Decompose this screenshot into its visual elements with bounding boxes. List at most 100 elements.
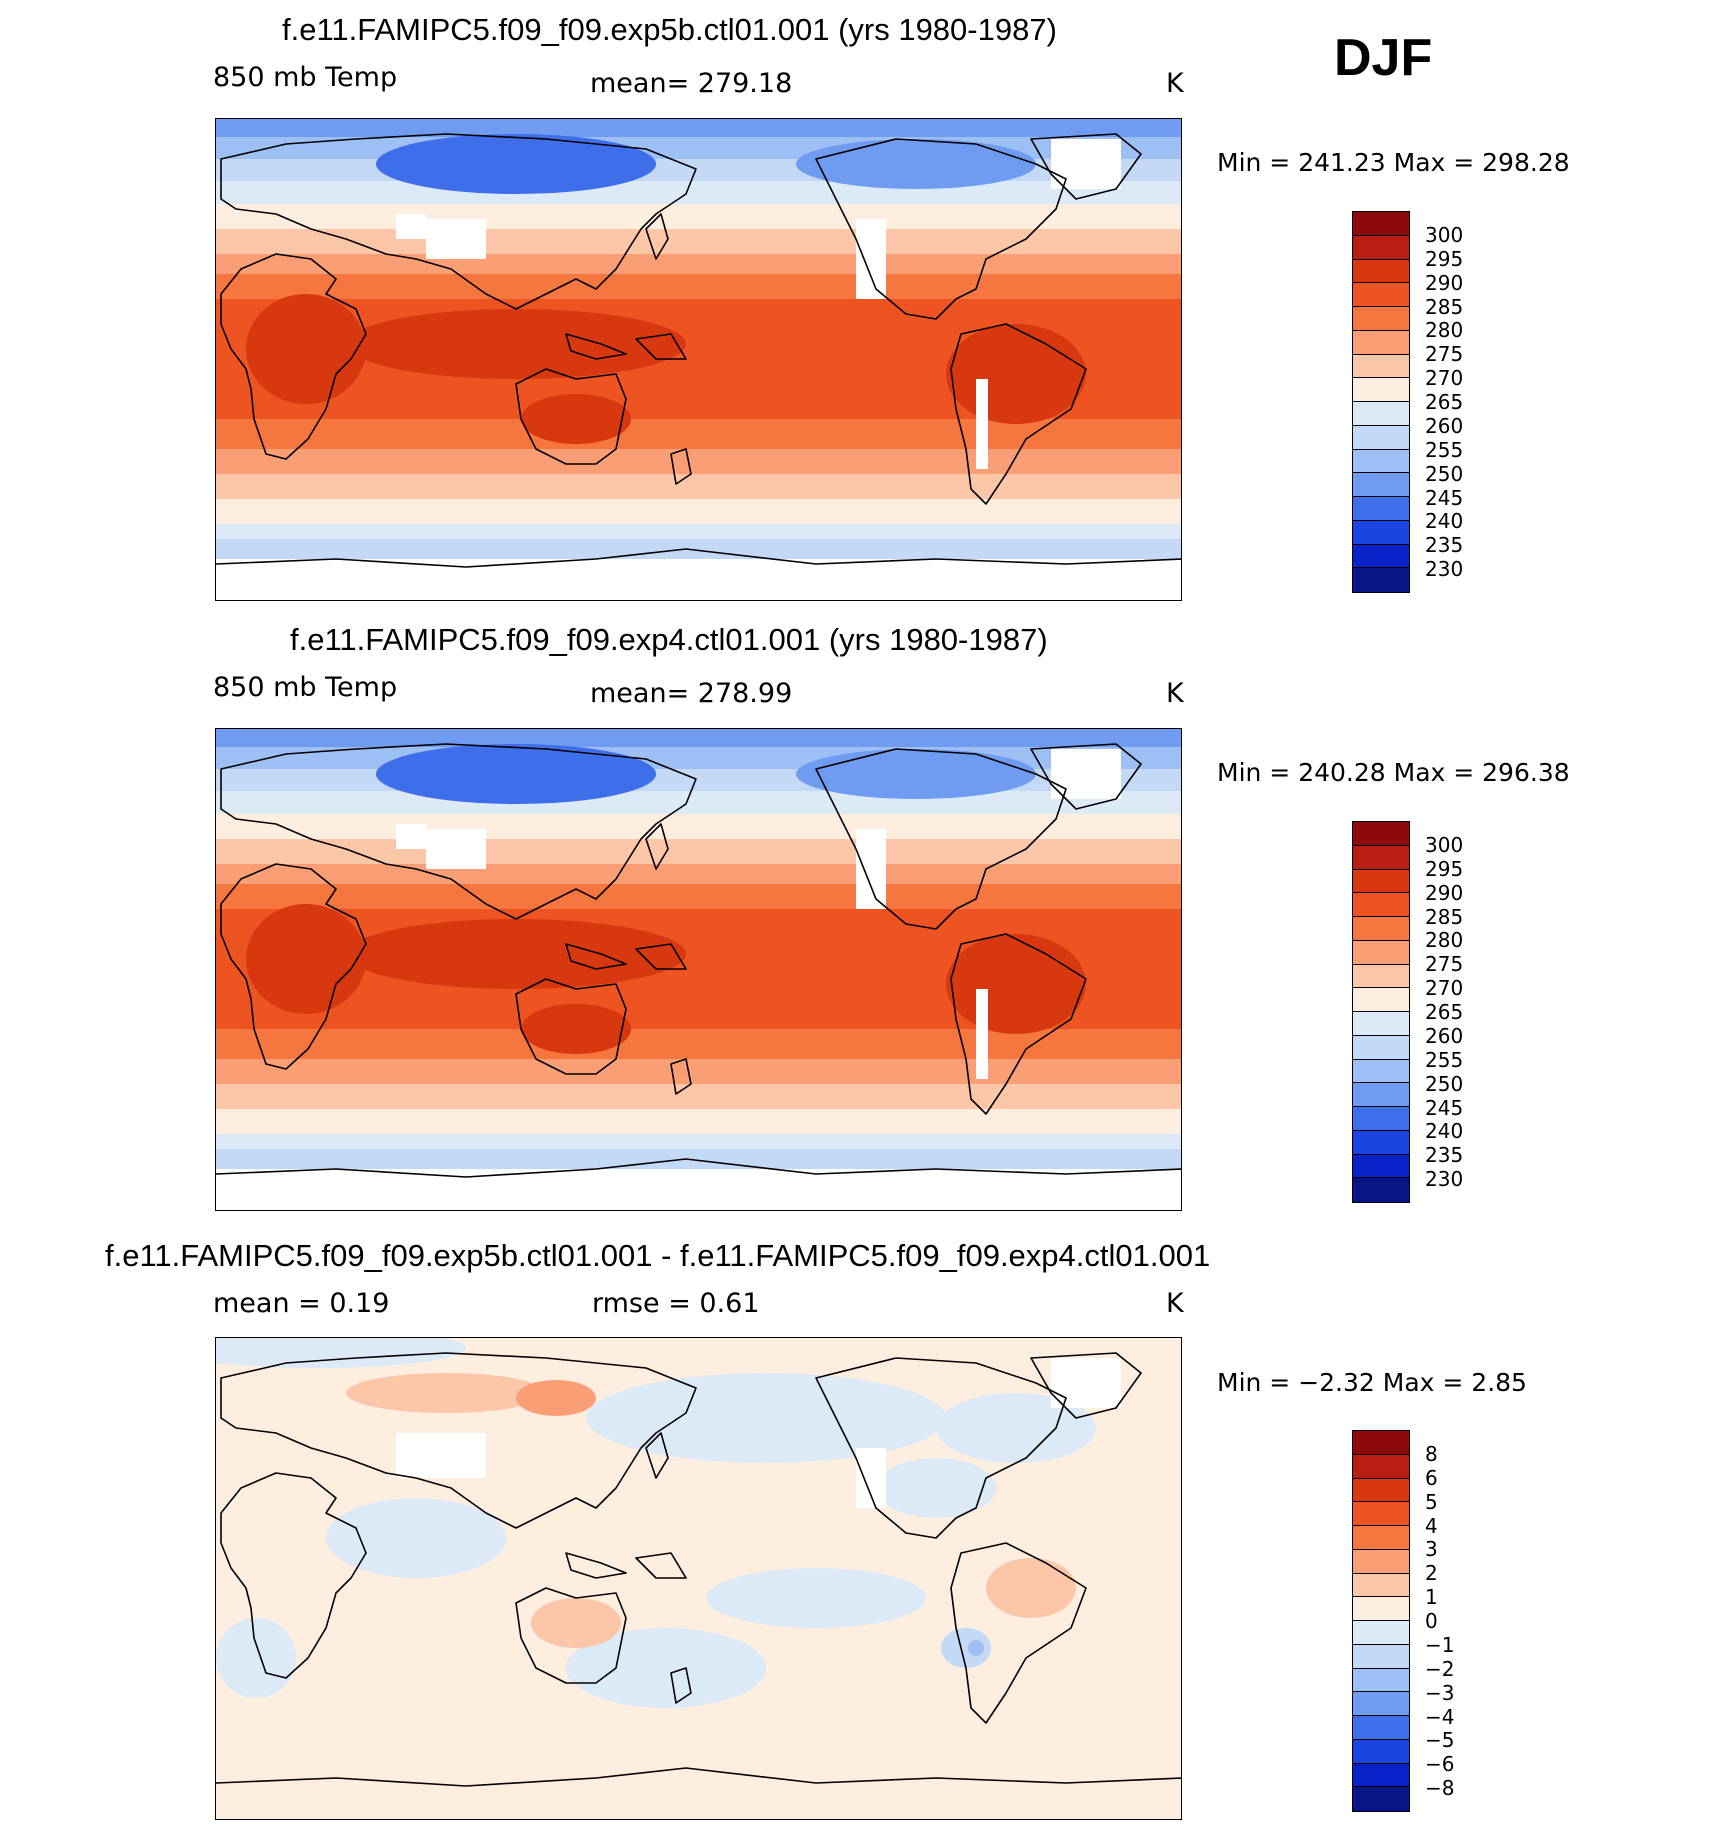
colorbar-swatch <box>1353 497 1409 521</box>
colorbar-swatch <box>1353 1787 1409 1811</box>
panel-3-rmse-label: rmse = 0.61 <box>592 1288 760 1319</box>
colorbar-swatch <box>1353 378 1409 402</box>
colorbar-swatch <box>1353 520 1409 545</box>
panel-3-title: f.e11.FAMIPC5.f09_f09.exp5b.ctl01.001 - … <box>105 1238 1211 1273</box>
colorbar-tick-label: 290 <box>1425 880 1464 905</box>
colorbar-tick-label: 300 <box>1425 222 1464 247</box>
colorbar-tick-label: −6 <box>1425 1752 1455 1777</box>
colorbar-tick-label: −2 <box>1425 1656 1455 1681</box>
colorbar-swatch <box>1353 1130 1409 1155</box>
panel-1-colorbar <box>1352 211 1410 593</box>
colorbar-swatch <box>1353 449 1409 474</box>
colorbar-swatch <box>1353 330 1409 355</box>
colorbar-swatch <box>1353 1597 1409 1621</box>
colorbar-swatch <box>1353 544 1409 569</box>
colorbar-swatch <box>1353 259 1409 284</box>
colorbar-tick-label: 260 <box>1425 413 1464 438</box>
colorbar-tick-label: 265 <box>1425 1000 1464 1024</box>
colorbar-swatch <box>1353 964 1409 989</box>
colorbar-tick-label: 285 <box>1425 904 1464 929</box>
colorbar-tick-label: 245 <box>1425 485 1464 510</box>
colorbar-swatch <box>1353 354 1409 379</box>
panel-3-mean-label: mean = 0.19 <box>213 1288 390 1319</box>
colorbar-swatch <box>1353 283 1409 307</box>
colorbar-swatch <box>1353 1644 1409 1669</box>
colorbar-tick-label: 5 <box>1425 1489 1438 1514</box>
colorbar-tick-label: −8 <box>1425 1776 1455 1801</box>
colorbar-tick-label: 290 <box>1425 270 1464 295</box>
panel-2-colorbar <box>1352 821 1410 1203</box>
colorbar-tick-label: 280 <box>1425 318 1464 343</box>
panel-1-map <box>215 118 1182 601</box>
colorbar-tick-label: 1 <box>1425 1585 1438 1610</box>
panel-2-title: f.e11.FAMIPC5.f09_f09.exp4.ctl01.001 (yr… <box>290 622 1048 657</box>
colorbar-tick-label: 8 <box>1425 1441 1438 1466</box>
colorbar-tick-label: 6 <box>1425 1465 1438 1490</box>
colorbar-tick-label: 295 <box>1425 856 1464 881</box>
colorbar-swatch <box>1353 917 1409 941</box>
colorbar-tick-label: 235 <box>1425 533 1464 558</box>
colorbar-swatch <box>1353 235 1409 260</box>
colorbar-swatch <box>1353 893 1409 917</box>
colorbar-tick-label: 270 <box>1425 366 1464 391</box>
colorbar-swatch <box>1353 402 1409 426</box>
panel-3-minmax: Min = −2.32 Max = 2.85 <box>1217 1368 1527 1397</box>
colorbar-tick-label: 235 <box>1425 1143 1464 1168</box>
colorbar-tick-label: 3 <box>1425 1537 1438 1562</box>
colorbar-tick-label: −4 <box>1425 1704 1455 1729</box>
colorbar-tick-label: 240 <box>1425 509 1464 534</box>
colorbar-swatch <box>1353 1739 1409 1764</box>
panel-1-minmax: Min = 241.23 Max = 298.28 <box>1217 148 1570 177</box>
colorbar-swatch <box>1353 1154 1409 1179</box>
colorbar-swatch <box>1353 1454 1409 1479</box>
colorbar-swatch <box>1353 1107 1409 1131</box>
colorbar-tick-label: 240 <box>1425 1119 1464 1144</box>
colorbar-swatch <box>1353 568 1409 592</box>
colorbar-swatch <box>1353 1692 1409 1716</box>
colorbar-tick-label: 250 <box>1425 1071 1464 1096</box>
colorbar-tick-label: 0 <box>1425 1609 1438 1633</box>
colorbar-tick-label: 275 <box>1425 342 1464 367</box>
colorbar-tick-label: 285 <box>1425 294 1464 319</box>
panel-3-units-label: K <box>1166 1288 1184 1319</box>
panel-2-contour-map <box>216 729 1181 1210</box>
colorbar-swatch <box>1353 307 1409 331</box>
colorbar-tick-label: 275 <box>1425 952 1464 977</box>
colorbar-swatch <box>1353 1059 1409 1084</box>
colorbar-tick-label: 245 <box>1425 1095 1464 1120</box>
panel-1-mean-label: mean= 279.18 <box>590 68 793 99</box>
colorbar-swatch <box>1353 1012 1409 1036</box>
colorbar-tick-label: 4 <box>1425 1513 1438 1538</box>
colorbar-tick-label: 230 <box>1425 1167 1464 1192</box>
panel-2-map <box>215 728 1182 1211</box>
colorbar-swatch <box>1353 988 1409 1012</box>
colorbar-swatch <box>1353 1526 1409 1550</box>
panel-1-units-label: K <box>1166 68 1184 99</box>
panel-2-variable-label: 850 mb Temp <box>213 672 398 703</box>
colorbar-swatch <box>1353 473 1409 497</box>
colorbar-swatch <box>1353 845 1409 870</box>
colorbar-swatch <box>1353 1621 1409 1645</box>
colorbar-swatch <box>1353 940 1409 965</box>
colorbar-tick-label: −3 <box>1425 1680 1455 1705</box>
panel-1-title: f.e11.FAMIPC5.f09_f09.exp5b.ctl01.001 (y… <box>282 12 1057 47</box>
panel-3-colorbar <box>1352 1430 1410 1812</box>
panel-1-variable-label: 850 mb Temp <box>213 62 398 93</box>
colorbar-tick-label: 270 <box>1425 976 1464 1001</box>
colorbar-tick-label: −5 <box>1425 1728 1455 1753</box>
colorbar-swatch <box>1353 1502 1409 1526</box>
season-label: DJF <box>1334 29 1433 87</box>
colorbar-tick-label: 255 <box>1425 1047 1464 1072</box>
colorbar-tick-label: 2 <box>1425 1561 1438 1586</box>
colorbar-tick-label: 265 <box>1425 390 1464 414</box>
colorbar-swatch <box>1353 1573 1409 1598</box>
panel-3-contour-map <box>216 1338 1181 1819</box>
colorbar-tick-label: 230 <box>1425 557 1464 582</box>
colorbar-swatch <box>1353 212 1409 236</box>
colorbar-tick-label: 300 <box>1425 832 1464 857</box>
colorbar-tick-label: 295 <box>1425 246 1464 271</box>
colorbar-tick-label: −1 <box>1425 1632 1455 1657</box>
colorbar-tick-label: 255 <box>1425 437 1464 462</box>
colorbar-swatch <box>1353 822 1409 846</box>
panel-2-units-label: K <box>1166 678 1184 709</box>
